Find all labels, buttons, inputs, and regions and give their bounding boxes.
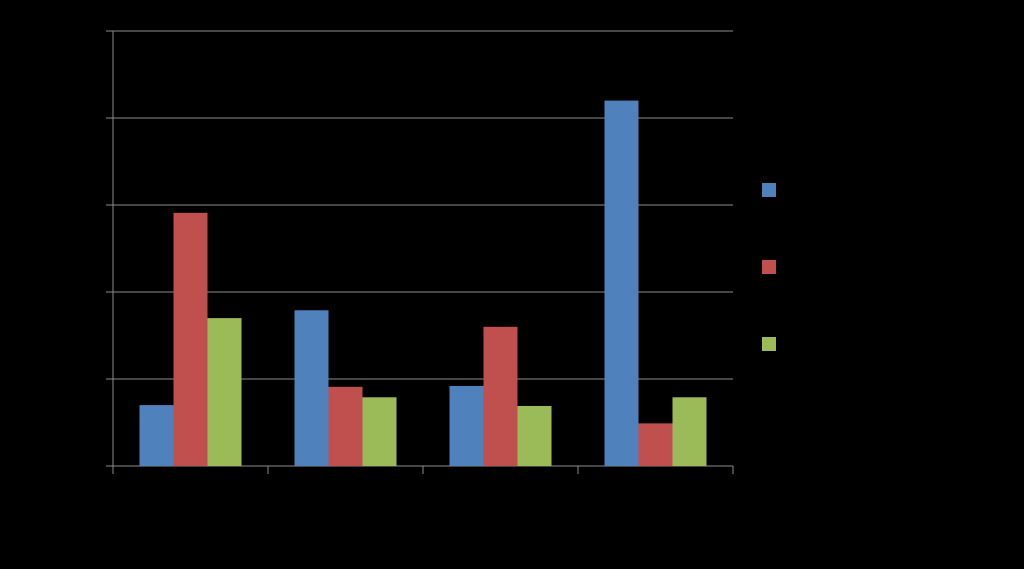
legend-swatch — [762, 183, 776, 197]
bar — [604, 100, 639, 466]
bar — [638, 423, 673, 466]
bar — [139, 405, 174, 466]
bar — [449, 385, 484, 466]
legend-swatch — [762, 260, 776, 274]
legend-swatch — [762, 337, 776, 351]
bar — [483, 326, 518, 466]
bar — [672, 397, 707, 466]
bar — [294, 310, 329, 466]
bar — [207, 318, 242, 466]
bar — [173, 212, 208, 466]
bar — [328, 386, 363, 466]
bar — [517, 405, 552, 466]
bar — [362, 397, 397, 466]
